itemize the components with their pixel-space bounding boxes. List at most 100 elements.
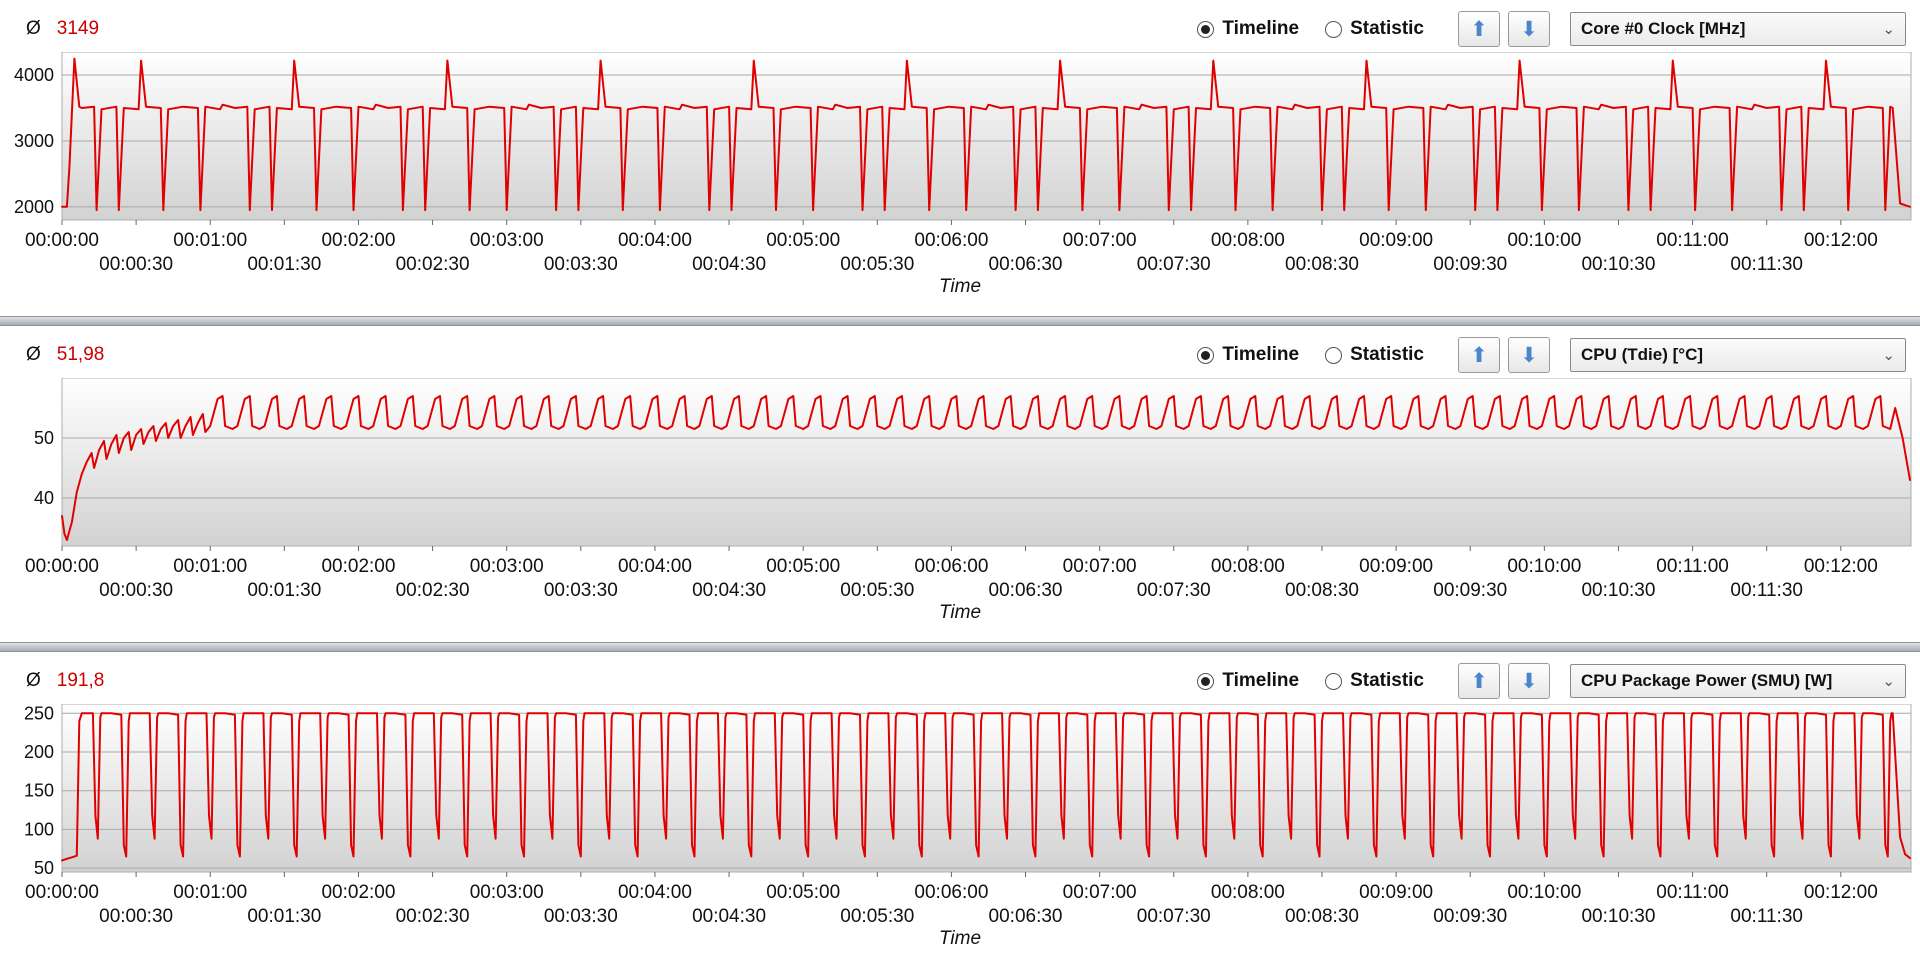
svg-text:00:06:30: 00:06:30: [989, 906, 1063, 927]
sensor-select-value: Core #0 Clock [MHz]: [1581, 19, 1746, 38]
svg-text:00:01:00: 00:01:00: [173, 230, 247, 251]
average-readout: Ø 51,98: [26, 344, 104, 366]
sensor-select[interactable]: CPU Package Power (SMU) [W] ⌄: [1570, 664, 1906, 698]
svg-text:00:00:00: 00:00:00: [25, 882, 99, 903]
move-up-button[interactable]: ⬆: [1458, 663, 1500, 699]
view-mode-radios: Timeline Statistic: [1197, 670, 1424, 692]
svg-text:00:06:00: 00:06:00: [914, 882, 988, 903]
svg-text:00:09:00: 00:09:00: [1359, 230, 1433, 251]
panel-separator: [0, 316, 1920, 326]
svg-text:00:05:00: 00:05:00: [766, 882, 840, 903]
svg-text:00:03:30: 00:03:30: [544, 580, 618, 601]
statistic-radio[interactable]: Statistic: [1325, 18, 1424, 40]
svg-text:00:02:00: 00:02:00: [321, 882, 395, 903]
svg-text:00:03:00: 00:03:00: [470, 556, 544, 577]
svg-text:00:00:00: 00:00:00: [25, 556, 99, 577]
svg-text:00:10:00: 00:10:00: [1507, 556, 1581, 577]
sensor-select-value: CPU Package Power (SMU) [W]: [1581, 671, 1833, 690]
svg-text:00:12:00: 00:12:00: [1804, 230, 1878, 251]
view-mode-radios: Timeline Statistic: [1197, 18, 1424, 40]
chevron-down-icon: ⌄: [1882, 21, 1895, 38]
statistic-radio[interactable]: Statistic: [1325, 670, 1424, 692]
timeline-radio[interactable]: Timeline: [1197, 18, 1299, 40]
svg-text:00:08:00: 00:08:00: [1211, 882, 1285, 903]
move-down-icon: ⬇: [1520, 343, 1538, 367]
svg-text:00:03:30: 00:03:30: [544, 906, 618, 927]
move-up-button[interactable]: ⬆: [1458, 337, 1500, 373]
move-down-button[interactable]: ⬇: [1508, 337, 1550, 373]
svg-text:40: 40: [34, 488, 54, 508]
statistic-radio-label: Statistic: [1350, 344, 1424, 365]
svg-text:00:11:30: 00:11:30: [1730, 254, 1803, 275]
move-up-button[interactable]: ⬆: [1458, 11, 1500, 47]
time-axis-label: Time: [938, 928, 982, 949]
move-down-button[interactable]: ⬇: [1508, 663, 1550, 699]
svg-text:00:04:00: 00:04:00: [618, 230, 692, 251]
radio-unselected-icon: [1325, 346, 1343, 364]
svg-text:00:09:00: 00:09:00: [1359, 556, 1433, 577]
chevron-down-icon: ⌄: [1882, 347, 1895, 364]
average-symbol: Ø: [26, 344, 41, 365]
svg-text:00:11:30: 00:11:30: [1730, 906, 1803, 927]
svg-text:3000: 3000: [14, 131, 54, 151]
move-down-icon: ⬇: [1520, 669, 1538, 693]
svg-text:00:11:30: 00:11:30: [1730, 580, 1803, 601]
svg-text:00:10:30: 00:10:30: [1581, 906, 1655, 927]
move-down-icon: ⬇: [1520, 17, 1538, 41]
panel-package-power: Ø 191,8 Timeline Statistic ⬆ ⬇ CPU Packa…: [0, 652, 1920, 968]
sensor-select-value: CPU (Tdie) [°C]: [1581, 345, 1704, 364]
panel-separator: [0, 642, 1920, 652]
svg-text:00:05:00: 00:05:00: [766, 556, 840, 577]
svg-text:00:06:00: 00:06:00: [914, 556, 988, 577]
timeline-radio[interactable]: Timeline: [1197, 670, 1299, 692]
svg-text:00:04:30: 00:04:30: [692, 906, 766, 927]
svg-text:00:04:30: 00:04:30: [692, 580, 766, 601]
statistic-radio[interactable]: Statistic: [1325, 344, 1424, 366]
svg-text:150: 150: [24, 781, 54, 801]
svg-text:4000: 4000: [14, 65, 54, 85]
svg-text:00:09:30: 00:09:30: [1433, 254, 1507, 275]
svg-text:00:10:30: 00:10:30: [1581, 580, 1655, 601]
average-readout: Ø 3149: [26, 18, 99, 40]
svg-text:00:11:00: 00:11:00: [1656, 556, 1729, 577]
view-mode-radios: Timeline Statistic: [1197, 344, 1424, 366]
average-value: 3149: [56, 18, 100, 39]
svg-text:00:02:30: 00:02:30: [396, 254, 470, 275]
svg-text:00:07:30: 00:07:30: [1137, 580, 1211, 601]
svg-text:00:03:00: 00:03:00: [470, 882, 544, 903]
timeline-radio-label: Timeline: [1222, 670, 1300, 691]
sensor-select[interactable]: CPU (Tdie) [°C] ⌄: [1570, 338, 1906, 372]
svg-text:00:09:30: 00:09:30: [1433, 906, 1507, 927]
svg-text:00:06:30: 00:06:30: [989, 580, 1063, 601]
svg-text:00:09:30: 00:09:30: [1433, 580, 1507, 601]
svg-text:00:01:30: 00:01:30: [247, 580, 321, 601]
svg-text:00:02:00: 00:02:00: [321, 556, 395, 577]
svg-text:00:08:00: 00:08:00: [1211, 230, 1285, 251]
svg-text:00:07:00: 00:07:00: [1063, 556, 1137, 577]
sensor-select[interactable]: Core #0 Clock [MHz] ⌄: [1570, 12, 1906, 46]
timeline-radio[interactable]: Timeline: [1197, 344, 1299, 366]
svg-text:00:02:00: 00:02:00: [321, 230, 395, 251]
move-up-icon: ⬆: [1470, 17, 1488, 41]
average-value: 51,98: [56, 344, 105, 365]
svg-text:00:03:30: 00:03:30: [544, 254, 618, 275]
move-up-icon: ⬆: [1470, 343, 1488, 367]
svg-text:00:08:30: 00:08:30: [1285, 254, 1359, 275]
svg-text:00:05:30: 00:05:30: [840, 254, 914, 275]
average-symbol: Ø: [26, 670, 41, 691]
svg-text:00:06:00: 00:06:00: [914, 230, 988, 251]
radio-selected-icon: [1197, 346, 1215, 364]
radio-unselected-icon: [1325, 20, 1343, 38]
svg-text:00:11:00: 00:11:00: [1656, 230, 1729, 251]
svg-text:00:09:00: 00:09:00: [1359, 882, 1433, 903]
svg-text:00:05:00: 00:05:00: [766, 230, 840, 251]
svg-text:00:04:30: 00:04:30: [692, 254, 766, 275]
svg-text:00:00:30: 00:00:30: [99, 906, 173, 927]
svg-text:00:05:30: 00:05:30: [840, 580, 914, 601]
svg-text:50: 50: [34, 428, 54, 448]
radio-selected-icon: [1197, 20, 1215, 38]
move-up-icon: ⬆: [1470, 669, 1488, 693]
svg-text:00:00:30: 00:00:30: [99, 254, 173, 275]
move-down-button[interactable]: ⬇: [1508, 11, 1550, 47]
